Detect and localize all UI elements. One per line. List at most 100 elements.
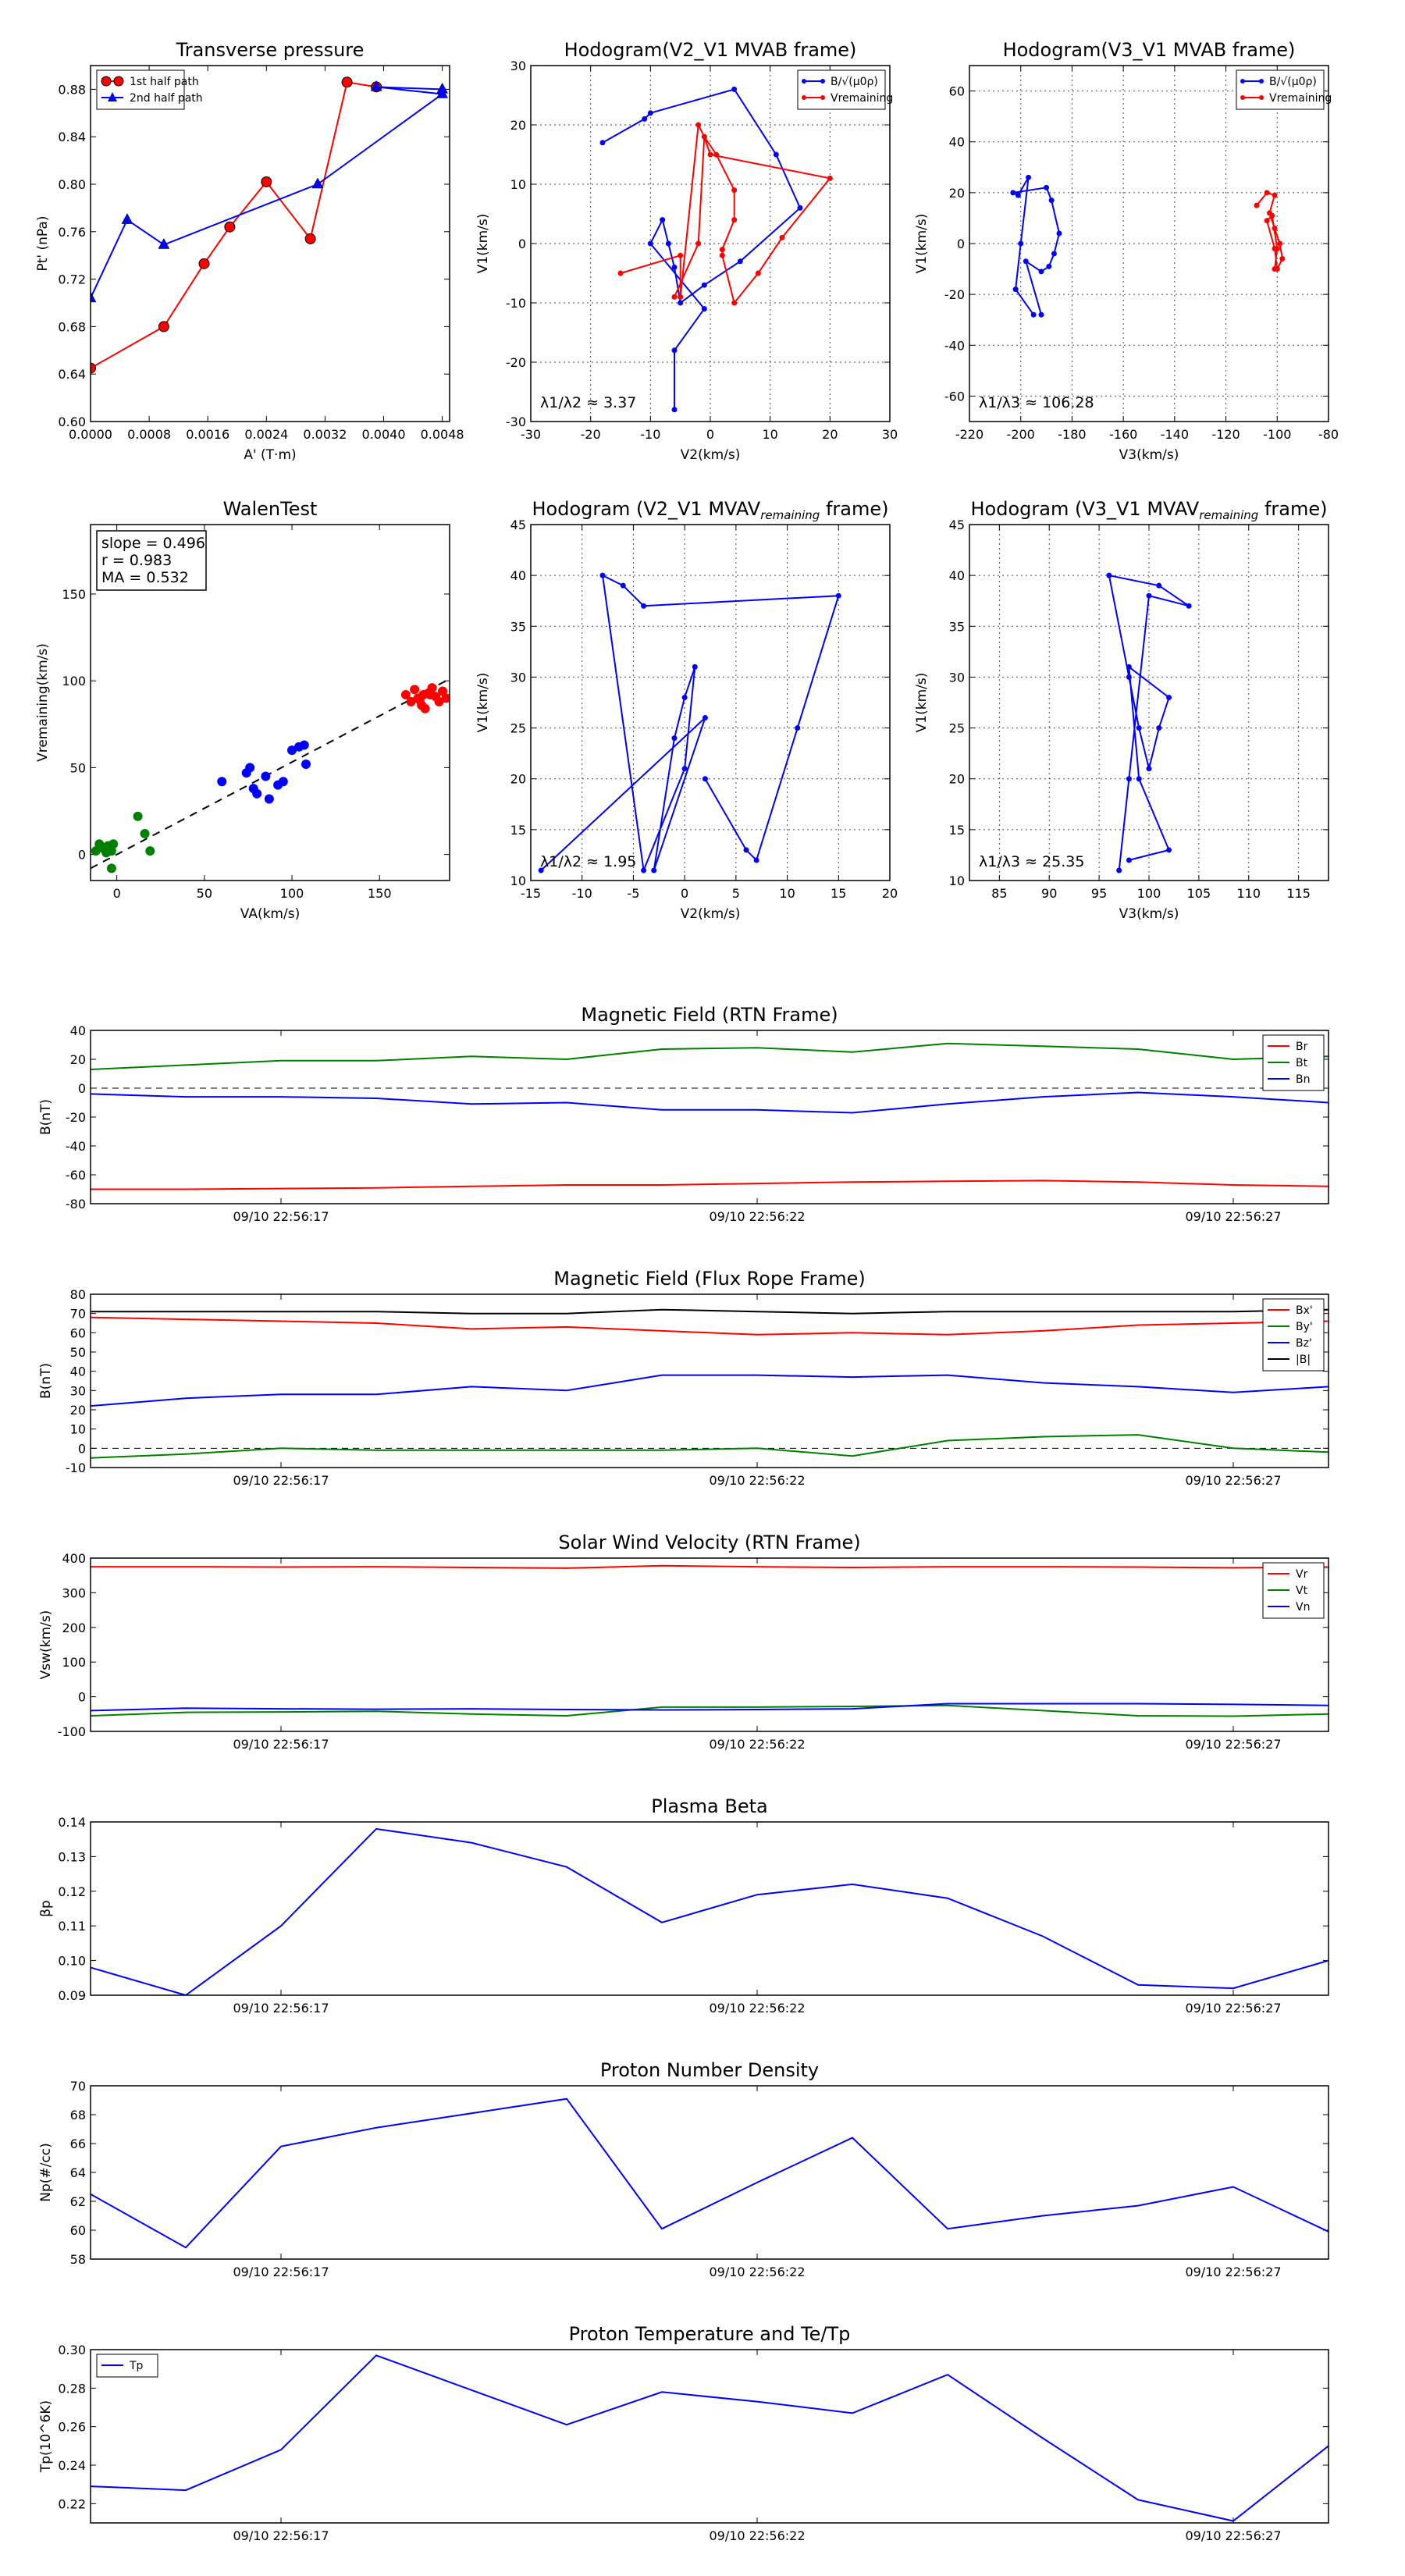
legend-marker <box>1240 79 1245 84</box>
x-tick-label: 30 <box>882 427 898 442</box>
y-tick-label: -60 <box>66 1168 86 1183</box>
data-point <box>1126 776 1132 782</box>
y-tick-label: 0.26 <box>58 2420 86 2435</box>
x-tick-label: 09/10 22:56:22 <box>709 2265 805 2279</box>
legend-marker <box>1240 95 1245 100</box>
data-point <box>121 213 133 224</box>
data-point <box>400 689 411 699</box>
y-tick-label: 40 <box>510 568 526 583</box>
data-point <box>1274 246 1280 252</box>
x-tick-label: 0.0000 <box>69 427 112 442</box>
data-point <box>198 258 210 269</box>
data-point <box>797 205 803 211</box>
series-line-V <box>540 574 840 873</box>
panel-walen: WalenTest 0 50 100 150 0 50 100 150 VA(km/s) Vrema… <box>35 498 450 922</box>
y-tick-label: 70 <box>70 1307 86 1322</box>
y-tick-label: 35 <box>510 619 526 634</box>
data-point <box>795 725 801 731</box>
data-layer <box>91 1308 1329 1459</box>
x-tick-label: 10 <box>779 886 795 901</box>
data-point <box>1156 582 1162 589</box>
series-line-Bx' <box>91 1316 1329 1336</box>
data-point <box>278 777 288 787</box>
y-tick-label: 0 <box>957 237 965 251</box>
y-tick-label: 0.13 <box>58 1849 86 1864</box>
y-axis-label: Np(#/cc) <box>38 2143 54 2201</box>
data-point <box>245 763 255 773</box>
axes-frame <box>90 1557 1329 1732</box>
y-tick-label: 0.12 <box>58 1884 86 1899</box>
x-tick-label: -160 <box>1109 427 1137 442</box>
annotation-text: λ1/λ2 ≈ 3.37 <box>540 394 636 411</box>
annotation-text: λ1/λ2 ≈ 1.95 <box>540 853 636 870</box>
series-line-Bt <box>91 1042 1329 1070</box>
data-point <box>671 347 678 354</box>
data-point <box>1030 311 1037 318</box>
axes-frame <box>530 65 891 422</box>
legend-marker <box>101 76 112 87</box>
data-point <box>341 76 353 88</box>
legend-box <box>96 69 185 110</box>
data-point <box>701 282 707 288</box>
data-point <box>261 771 271 781</box>
legend-marker <box>802 79 806 84</box>
data-point <box>1048 197 1055 204</box>
y-tick-label: 10 <box>70 1422 86 1437</box>
data-point <box>304 233 316 244</box>
data-point <box>425 689 436 699</box>
y-axis-label: Vremaining(km/s) <box>35 643 51 762</box>
data-point <box>140 828 150 838</box>
y-tick-label: 58 <box>70 2252 86 2267</box>
legend-label: By' <box>1296 1321 1313 1333</box>
x-tick-label: 09/10 22:56:17 <box>233 1209 329 1224</box>
x-tick-label: 0.0048 <box>421 427 464 442</box>
y-tick-label: 20 <box>949 186 965 201</box>
y-tick-label: 400 <box>62 1551 86 1566</box>
x-tick-label: -10 <box>572 886 592 901</box>
y-tick-label: 0.28 <box>58 2381 86 2396</box>
y-axis-label: Tp(10^6K) <box>38 2400 54 2473</box>
y-tick-label: 0.22 <box>58 2496 86 2511</box>
y-tick-label: 0 <box>78 848 86 863</box>
y-axis-label: βp <box>38 1900 54 1917</box>
y-tick-label: 300 <box>62 1585 86 1600</box>
y-tick-label: 10 <box>510 177 526 192</box>
data-layer <box>91 76 449 374</box>
data-point <box>1166 847 1172 853</box>
x-tick-label: -180 <box>1058 427 1086 442</box>
panel-temp: Proton Temperature and Te/Tp 09/10 22:56:… <box>38 2323 1329 2543</box>
x-tick-label: 110 <box>1237 886 1261 901</box>
legend-label: Br <box>1296 1041 1308 1053</box>
x-tick-label: -15 <box>521 886 541 901</box>
y-tick-label: -10 <box>506 296 526 311</box>
axes-frame <box>90 2349 1329 2524</box>
x-tick-label: 09/10 22:56:17 <box>233 1737 329 1752</box>
data-point <box>647 240 653 247</box>
y-tick-label: 0.88 <box>58 82 86 97</box>
axes-frame <box>90 65 450 422</box>
panel-hodo_v3v1_mvab: Hodogram(V3_V1 MVAB frame)-220 -200 -180 -1… <box>914 39 1339 463</box>
x-tick-label: 09/10 22:56:17 <box>233 2265 329 2279</box>
data-point <box>1126 857 1132 863</box>
legend-label: Bx' <box>1296 1304 1313 1317</box>
data-point <box>779 234 785 240</box>
y-tick-label: 0.64 <box>58 367 86 382</box>
x-tick-label: 09/10 22:56:27 <box>1185 1209 1281 1224</box>
series-line-By' <box>91 1434 1329 1459</box>
data-point <box>678 294 684 300</box>
y-tick-label: 45 <box>949 518 965 532</box>
data-point <box>620 582 626 589</box>
y-tick-label: 30 <box>949 670 965 685</box>
data-point <box>1038 269 1044 275</box>
series-line-Tp <box>91 2354 1329 2522</box>
y-tick-label: -60 <box>944 389 965 404</box>
data-point <box>538 867 544 873</box>
stats-box <box>96 530 207 591</box>
y-tick-label: 25 <box>949 721 965 736</box>
data-point <box>1126 664 1132 670</box>
chart-title: Hodogram(V2_V1 MVAB frame) <box>564 39 857 61</box>
data-layer <box>1106 572 1192 873</box>
y-tick-label: -20 <box>66 1110 86 1125</box>
y-tick-label: 0 <box>518 237 526 251</box>
data-point <box>701 306 707 312</box>
